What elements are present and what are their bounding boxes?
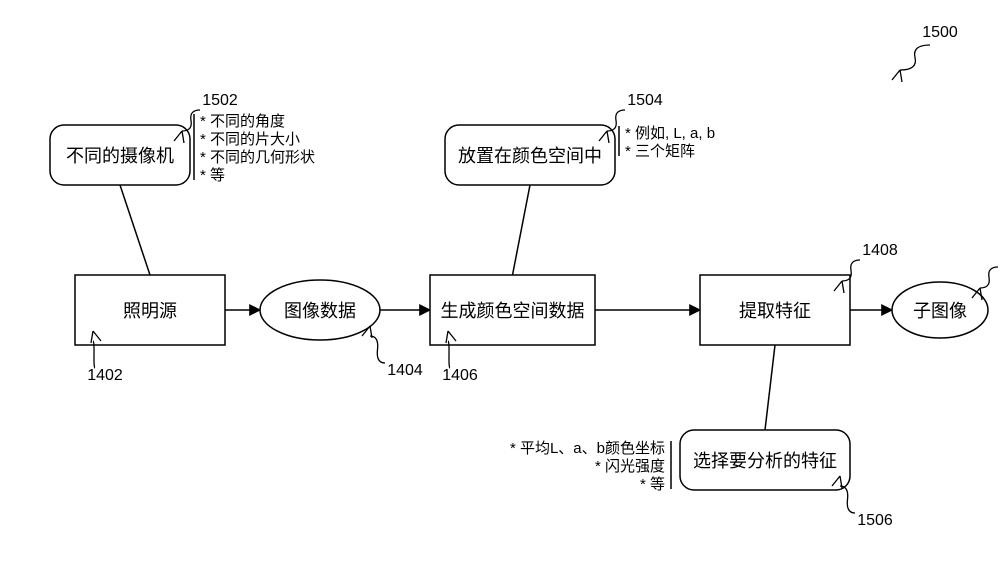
svg-text:不同的摄像机: 不同的摄像机 [66, 146, 174, 166]
svg-text:1408: 1408 [862, 242, 898, 259]
svg-text:提取特征: 提取特征 [739, 301, 811, 321]
node-n1408: 提取特征 1408 [700, 242, 898, 345]
flowchart-canvas: 照明源 1402 图像数据 1404 生成颜色空间数据 1406 提取特征 1408子图像14… [0, 0, 1000, 570]
bullets-b1504: * 例如, L, a, b* 三个矩阵 [619, 125, 715, 160]
node-n1402: 照明源 1402 [75, 275, 225, 384]
svg-text:* 不同的片大小: * 不同的片大小 [200, 131, 300, 148]
svg-text:1402: 1402 [87, 367, 123, 384]
edge-n1504-n1406 [513, 185, 531, 275]
svg-text:1504: 1504 [627, 92, 663, 109]
svg-text:* 三个矩阵: * 三个矩阵 [625, 143, 695, 160]
svg-text:放置在颜色空间中: 放置在颜色空间中 [458, 146, 602, 166]
svg-text:* 平均L、a、b颜色坐标: * 平均L、a、b颜色坐标 [510, 440, 665, 457]
svg-text:* 等: * 等 [640, 475, 665, 493]
bullets-b1502: * 不同的角度* 不同的片大小* 不同的几何形状* 等 [194, 113, 315, 184]
node-n1410: 子图像1410 [892, 249, 1000, 338]
svg-text:* 闪光强度: * 闪光强度 [595, 458, 665, 475]
edge-n1502-n1402 [120, 185, 150, 275]
svg-text:1406: 1406 [442, 367, 478, 384]
bullets-b1506: * 平均L、a、b颜色坐标* 闪光强度* 等 [510, 440, 671, 493]
svg-text:1506: 1506 [857, 512, 893, 529]
svg-text:* 例如, L, a, b: * 例如, L, a, b [625, 125, 715, 142]
svg-text:生成颜色空间数据: 生成颜色空间数据 [441, 301, 585, 321]
svg-text:1502: 1502 [202, 92, 238, 109]
svg-text:* 不同的角度: * 不同的角度 [200, 113, 285, 130]
svg-text:子图像: 子图像 [913, 301, 967, 321]
edge-n1506-n1408 [765, 345, 775, 430]
figure-ref: 1500 [892, 24, 958, 82]
node-n1506: 选择要分析的特征 1506 [680, 430, 893, 529]
svg-text:照明源: 照明源 [123, 301, 177, 321]
svg-text:图像数据: 图像数据 [284, 301, 356, 321]
svg-text:* 不同的几何形状: * 不同的几何形状 [200, 149, 315, 166]
svg-text:选择要分析的特征: 选择要分析的特征 [693, 451, 837, 471]
svg-text:1404: 1404 [387, 362, 423, 379]
node-n1404: 图像数据 1404 [260, 280, 423, 379]
svg-text:1500: 1500 [922, 24, 958, 41]
node-n1406: 生成颜色空间数据 1406 [430, 275, 595, 384]
svg-text:* 等: * 等 [200, 166, 225, 184]
